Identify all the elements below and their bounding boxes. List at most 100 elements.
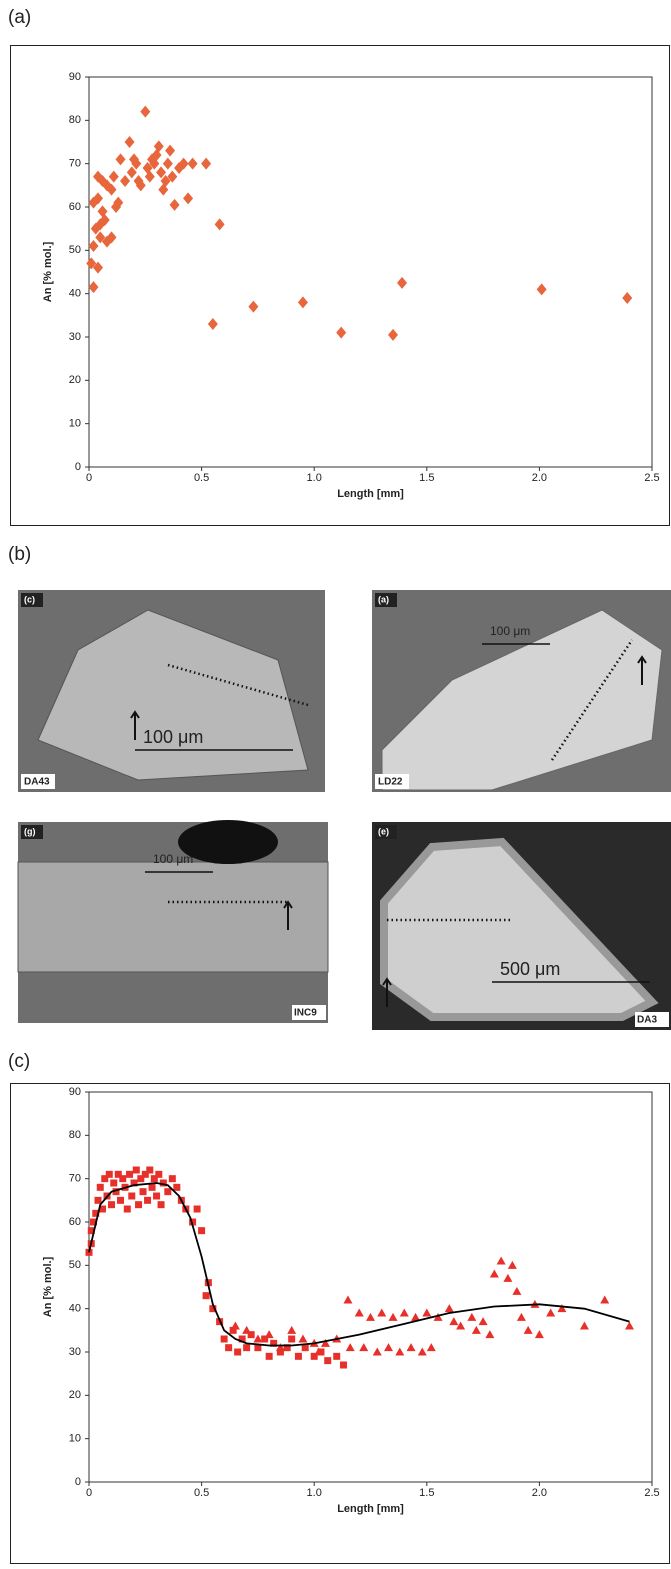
point: [333, 1353, 340, 1360]
point: [422, 1309, 431, 1317]
micrograph: (e)DA3500 μm: [372, 822, 671, 1030]
point: [173, 1184, 180, 1191]
point: [467, 1313, 476, 1321]
point: [106, 1171, 113, 1178]
x-tick-label: 2.5: [644, 1487, 659, 1499]
point: [524, 1326, 533, 1334]
scale-label: 100 μm: [143, 727, 203, 747]
point: [508, 1261, 517, 1269]
point: [163, 158, 173, 170]
y-tick-label: 10: [69, 418, 81, 430]
chart-frame: [11, 1084, 670, 1564]
y-tick-label: 90: [69, 1086, 81, 1098]
point: [622, 292, 632, 304]
point: [449, 1317, 458, 1325]
point: [346, 1343, 355, 1351]
point: [456, 1322, 465, 1330]
point: [503, 1274, 512, 1282]
point: [400, 1309, 409, 1317]
y-axis-label: An [% mol.]: [42, 241, 54, 302]
point: [124, 1206, 131, 1213]
x-tick-label: 2.0: [532, 472, 547, 484]
point: [276, 1343, 285, 1351]
point: [97, 1184, 104, 1191]
point: [208, 318, 218, 330]
figure: (a) (b) (c) (c)DA43100 μm(a)LD22100 μm(g…: [0, 0, 671, 1564]
point: [535, 1330, 544, 1338]
y-tick-label: 40: [69, 1303, 81, 1315]
panel-label: (b): [8, 544, 31, 565]
point: [287, 1326, 296, 1334]
x-tick-label: 1.0: [307, 472, 322, 484]
point: [140, 106, 150, 118]
y-tick-label: 60: [69, 201, 81, 213]
point: [288, 1336, 295, 1343]
y-axis-label: An [% mol.]: [42, 1256, 54, 1317]
x-tick-label: 0: [86, 1487, 92, 1499]
point: [231, 1322, 240, 1330]
y-tick-label: 40: [69, 288, 81, 300]
scale-label: 100 μm: [490, 624, 530, 638]
point: [517, 1313, 526, 1321]
micrograph: (c)DA43100 μm: [18, 590, 325, 792]
y-tick-label: 60: [69, 1216, 81, 1228]
x-tick-label: 0.5: [194, 1487, 209, 1499]
sample-label: DA43: [24, 777, 50, 788]
y-tick-label: 70: [69, 158, 81, 170]
sample-label: DA3: [637, 1015, 657, 1026]
y-tick-label: 30: [69, 1346, 81, 1358]
crystal: [18, 862, 328, 972]
y-tick-label: 80: [69, 114, 81, 126]
point: [445, 1304, 454, 1312]
chart-frame: [11, 46, 670, 526]
point: [407, 1343, 416, 1351]
point: [117, 1197, 124, 1204]
point: [298, 1335, 307, 1343]
point: [89, 240, 99, 252]
point: [165, 145, 175, 157]
point: [110, 1180, 117, 1187]
point: [170, 199, 180, 211]
point: [298, 296, 308, 308]
y-tick-label: 70: [69, 1173, 81, 1185]
plot-area: [89, 77, 652, 467]
point: [203, 1292, 210, 1299]
point: [89, 281, 99, 293]
scale-label: 100 μm: [153, 852, 193, 866]
point: [146, 1167, 153, 1174]
sample-label: INC9: [294, 1008, 317, 1019]
panel-label: (a): [8, 7, 31, 28]
point: [295, 1353, 302, 1360]
point: [359, 1343, 368, 1351]
point: [377, 1309, 386, 1317]
point: [125, 136, 135, 148]
point: [135, 1201, 142, 1208]
micrograph-tag: (g): [24, 826, 36, 836]
x-axis-label: Length [mm]: [337, 488, 404, 500]
micrograph-tag: (e): [378, 826, 389, 836]
point: [225, 1344, 232, 1351]
point: [155, 1171, 162, 1178]
sample-label: LD22: [378, 777, 403, 788]
y-tick-label: 20: [69, 1389, 81, 1401]
point: [389, 1313, 398, 1321]
point: [266, 1353, 273, 1360]
point: [215, 218, 225, 230]
x-tick-label: 1.5: [419, 1487, 434, 1499]
point: [253, 1335, 262, 1343]
point: [243, 1344, 250, 1351]
point: [128, 1193, 135, 1200]
point: [108, 1201, 115, 1208]
x-axis-label: Length [mm]: [337, 1503, 404, 1515]
y-tick-label: 50: [69, 244, 81, 256]
point: [248, 301, 258, 313]
point: [366, 1313, 375, 1321]
point: [242, 1326, 251, 1334]
y-tick-label: 20: [69, 374, 81, 386]
micrograph: (g) INC9 100 μm: [18, 820, 328, 1023]
point: [221, 1336, 228, 1343]
x-tick-label: 1.0: [307, 1487, 322, 1499]
point: [340, 1362, 347, 1369]
point: [144, 1197, 151, 1204]
